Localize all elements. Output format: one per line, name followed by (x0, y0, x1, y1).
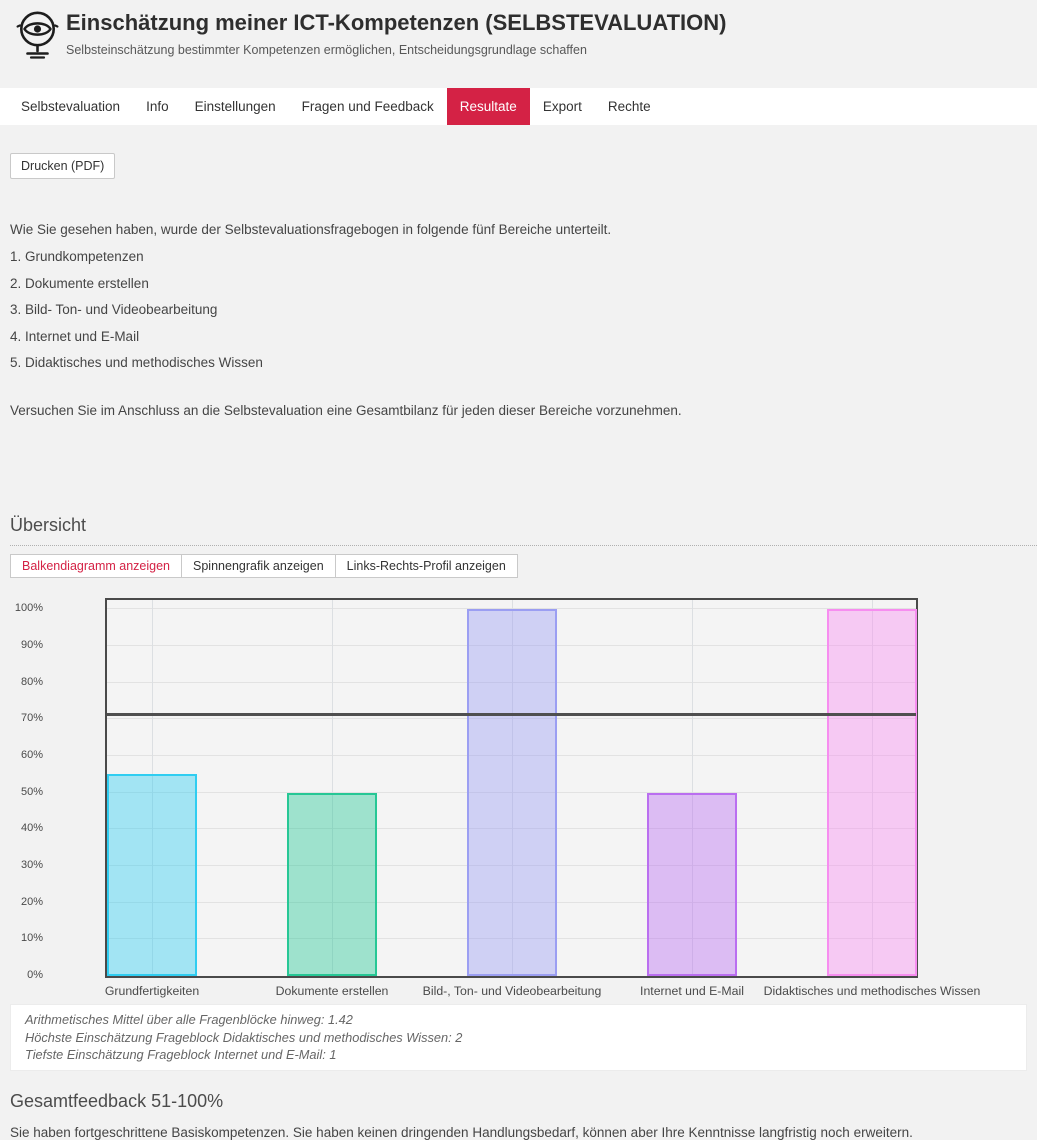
area-list-item: 5. Didaktisches und methodisches Wissen (10, 355, 263, 370)
view-button-links-rechts-profil-anzeigen[interactable]: Links-Rechts-Profil anzeigen (334, 554, 518, 578)
gridline-h (107, 608, 916, 610)
y-axis-tick: 10% (20, 932, 43, 945)
gridline-h (107, 938, 916, 940)
area-list-item: 3. Bild- Ton- und Videobearbeitung (10, 302, 218, 317)
mean-reference-line (107, 712, 916, 716)
area-list-item: 2. Dokumente erstellen (10, 275, 149, 291)
gridline-h (107, 644, 916, 646)
y-axis-tick: 60% (20, 748, 43, 761)
gridline-h (107, 754, 916, 756)
nav-tabs: Selbstevaluation Info Einstellungen Fragen … (0, 88, 1037, 125)
x-axis-label-internet-und-e-mail: Internet und E-Mail (640, 984, 744, 998)
bar-chart: 0% 10% 20% 30% 40% 50% 60% 70% 80% 90% 100% Grundfe… (10, 598, 1027, 1000)
page-title: Einschätzung meiner ICT-Kompetenzen (SEL… (66, 10, 727, 35)
gridline-h (107, 901, 916, 903)
y-axis-tick: 70% (20, 712, 43, 725)
nav-tab-selbstevaluation[interactable]: Selbstevaluation (21, 99, 121, 114)
y-axis-tick: 30% (20, 858, 43, 871)
bar-dokumente-erstellen (287, 792, 377, 976)
nav-tab-resultate[interactable]: Resultate (446, 88, 530, 125)
page-header: Einschätzung meiner ICT-Kompetenzen (SEL… (0, 0, 1037, 88)
bar-grundfertigkeiten (107, 774, 197, 976)
x-axis-label-grundfertigkeiten: Grundfertigkeiten (104, 984, 200, 998)
y-axis-tick: 50% (20, 785, 43, 798)
gridline-v (872, 600, 873, 976)
x-axis-label-dokumente-erstellen: Dokumente erstellen (275, 984, 389, 998)
chart-stats-box: Arithmetisches Mittel über alle Fragenbl… (10, 1004, 1027, 1071)
view-button-balkendiagramm-anzeigen[interactable]: Balkendiagramm anzeigen (10, 554, 183, 578)
intro-lead: Wie Sie gesehen haben, wurde der Selbste… (10, 222, 612, 237)
gridline-h (107, 718, 916, 720)
x-axis-label-bild-ton-und-videobearbeitung: Bild-, Ton- und Videobearbeitung (422, 984, 602, 998)
intro-outro: Versuchen Sie im Anschluss an die Selbst… (10, 403, 682, 418)
gridline-v (512, 600, 513, 976)
stats-line: Höchste Einschätzung Frageblock Didaktis… (25, 1029, 463, 1045)
gridline-h (107, 828, 916, 830)
eye-mirror-icon (14, 9, 61, 64)
bar-chart-plot (105, 598, 918, 978)
stats-line: Tiefste Einschätzung Frageblock Internet… (25, 1047, 337, 1062)
bar-internet-und-e-mail (647, 792, 737, 976)
nav-tab-einstellungen[interactable]: Einstellungen (194, 99, 276, 114)
overview-heading: Übersicht (10, 515, 1037, 546)
view-button-spinnengrafik-anzeigen[interactable]: Spinnengrafik anzeigen (181, 554, 336, 578)
area-list: 1. Grundkompetenzen 2. Dokumente erstelle… (10, 249, 1027, 370)
y-axis-tick: 80% (20, 675, 43, 688)
gridline-v (332, 600, 333, 976)
nav-tab-info[interactable]: Info (146, 99, 169, 114)
chart-view-toggle: Balkendiagramm anzeigen Spinnengrafik anz… (10, 554, 518, 578)
gridline-h (107, 791, 916, 793)
feedback-text: Sie haben fortgeschrittene Basiskompeten… (10, 1124, 913, 1140)
y-axis-tick: 0% (27, 969, 43, 981)
bar-bild-ton-und-videobearbeitung (467, 609, 557, 976)
y-axis-tick: 20% (20, 895, 43, 908)
bar-didaktisches-und-methodisches-wissen (827, 609, 917, 976)
y-axis-tick: 90% (20, 638, 43, 651)
gridline-v (692, 600, 693, 976)
stats-line: Arithmetisches Mittel über alle Fragenbl… (25, 1012, 353, 1027)
nav-tab-export[interactable]: Export (542, 99, 582, 114)
area-list-item: 1. Grundkompetenzen (10, 249, 144, 264)
page-subtitle: Selbsteinschätzung bestimmter Kompetenze… (66, 43, 587, 57)
gridline-h (107, 681, 916, 683)
y-axis-tick: 100% (14, 602, 43, 615)
nav-tab-fragen-und-feedback[interactable]: Fragen und Feedback (301, 99, 434, 114)
gridline-h (107, 864, 916, 866)
print-pdf-button[interactable]: Drucken (PDF) (10, 153, 116, 179)
area-list-item: 4. Internet und E-Mail (10, 328, 140, 344)
y-axis-tick: 40% (20, 822, 43, 835)
x-axis-label-didaktisches-und-methodisches-wissen: Didaktisches und methodisches Wissen (763, 984, 981, 998)
gridline-v (152, 600, 153, 976)
feedback-heading: Gesamtfeedback 51-100% (10, 1090, 224, 1111)
nav-tab-rechte[interactable]: Rechte (607, 99, 651, 114)
